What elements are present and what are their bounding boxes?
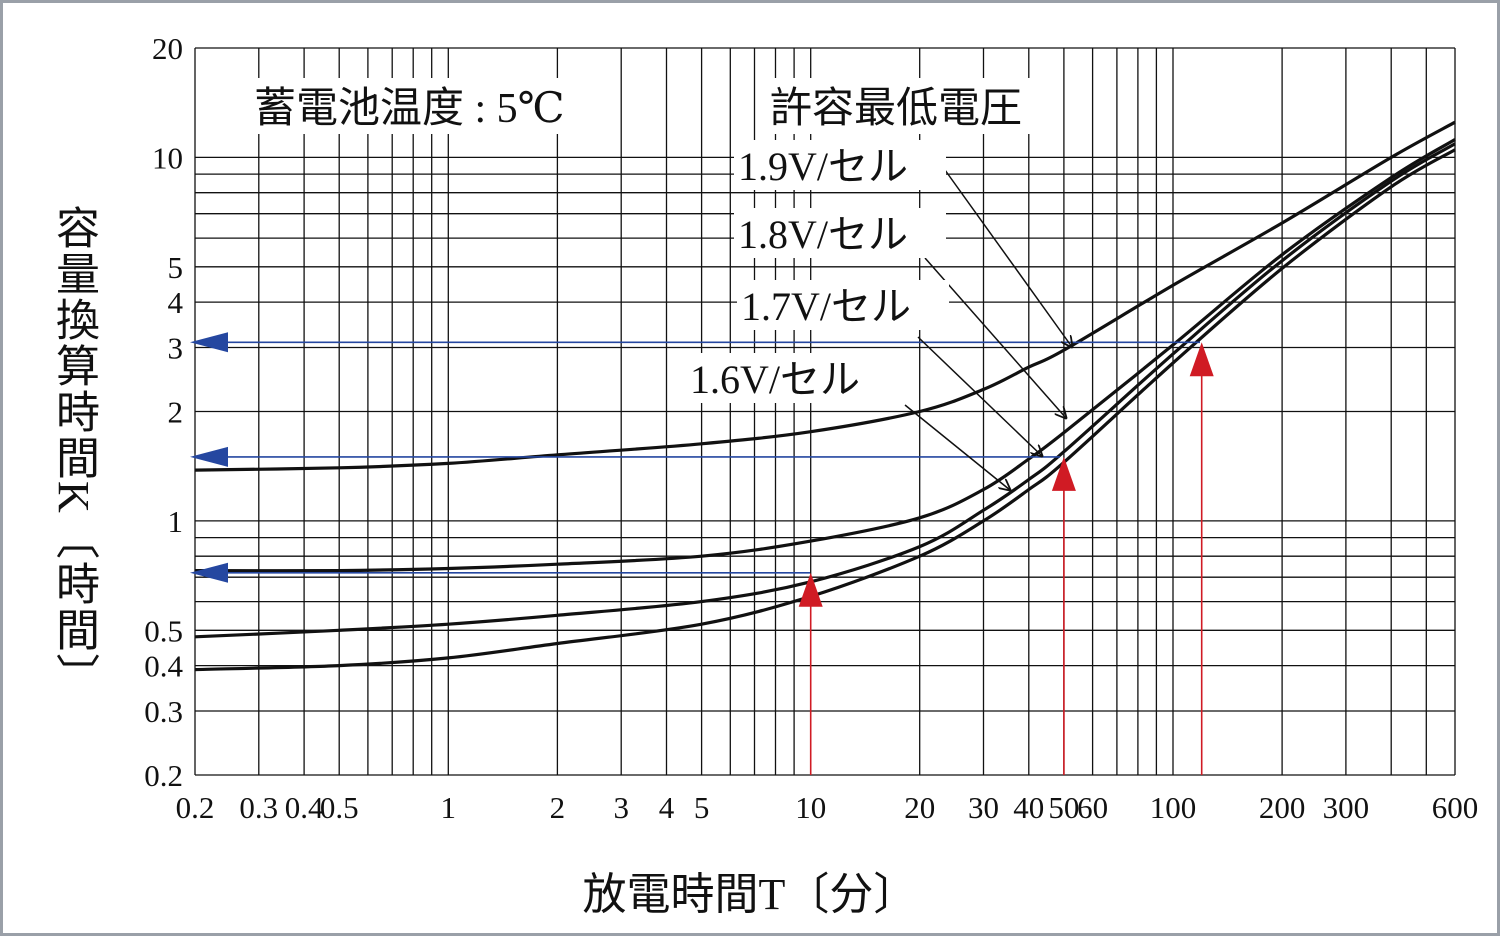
x-tick-label: 0.2 bbox=[176, 790, 215, 825]
x-tick-label: 20 bbox=[904, 790, 935, 825]
x-tick-label: 3 bbox=[613, 790, 629, 825]
y-tick-label: 3 bbox=[168, 331, 184, 366]
x-tick-label: 40 bbox=[1013, 790, 1044, 825]
series-label: 1.7V/セル bbox=[741, 284, 911, 329]
series-curves bbox=[194, 120, 1456, 672]
red-arrowhead bbox=[1189, 342, 1214, 377]
x-tick-label: 100 bbox=[1150, 790, 1197, 825]
x-tick-label: 1 bbox=[441, 790, 457, 825]
red-arrowhead bbox=[1051, 456, 1076, 491]
y-tick-label: 20 bbox=[152, 31, 183, 66]
x-axis-label: 放電時間T〔分〕 bbox=[582, 870, 918, 919]
series-pointer bbox=[904, 404, 1010, 490]
x-tick-label: 50 bbox=[1048, 790, 1079, 825]
blue-arrowhead bbox=[190, 332, 228, 353]
temperature-annotation: 蓄電池温度 : 5℃ bbox=[254, 86, 565, 132]
series-pointer bbox=[944, 169, 1072, 347]
y-tick-label: 10 bbox=[152, 140, 183, 175]
y-tick-label: 1 bbox=[168, 504, 184, 539]
blue-arrowhead bbox=[190, 446, 228, 467]
x-tick-label: 10 bbox=[795, 790, 826, 825]
x-tick-label: 2 bbox=[550, 790, 566, 825]
series-label: 1.8V/セル bbox=[738, 212, 908, 257]
x-tick-label: 0.5 bbox=[320, 790, 359, 825]
series-label: 1.9V/セル bbox=[738, 144, 908, 189]
y-tick-label: 5 bbox=[168, 250, 184, 285]
series-line bbox=[194, 148, 1456, 672]
y-tick-label: 0.4 bbox=[144, 649, 183, 684]
series-line bbox=[194, 142, 1456, 639]
x-tick-label: 60 bbox=[1077, 790, 1108, 825]
y-tick-labels: 0.2 0.3 0.40.5 1 2 3 45 10 20 bbox=[144, 31, 183, 793]
reading-guides bbox=[190, 332, 1214, 775]
y-tick-label: 4 bbox=[168, 285, 184, 320]
y-tick-label: 0.3 bbox=[144, 694, 183, 729]
x-tick-label: 300 bbox=[1323, 790, 1370, 825]
min-voltage-annotation: 許容最低電圧 bbox=[770, 85, 1022, 132]
series-label: 1.6V/セル bbox=[690, 357, 860, 402]
x-tick-label: 600 bbox=[1432, 790, 1479, 825]
x-tick-label: 200 bbox=[1259, 790, 1306, 825]
series-line bbox=[194, 120, 1456, 472]
series-pointer bbox=[917, 336, 1042, 456]
y-axis-label: 容量換算時間K〔時間〕 bbox=[49, 205, 98, 699]
x-tick-label: 5 bbox=[694, 790, 710, 825]
blue-arrowhead bbox=[190, 562, 228, 583]
x-tick-label: 0.4 bbox=[285, 790, 324, 825]
y-tick-label: 0.5 bbox=[144, 613, 183, 648]
series-line bbox=[194, 138, 1456, 573]
y-tick-label: 0.2 bbox=[144, 758, 183, 793]
x-tick-label: 0.3 bbox=[239, 790, 278, 825]
y-tick-label: 2 bbox=[168, 395, 184, 430]
x-tick-label: 30 bbox=[968, 790, 999, 825]
annotations: 蓄電池温度 : 5℃ 許容最低電圧 1.9V/セル 1.8V/セル 1.7V/セル 1… bbox=[250, 78, 1072, 490]
x-tick-label: 4 bbox=[659, 790, 675, 825]
red-arrowhead bbox=[798, 572, 823, 607]
